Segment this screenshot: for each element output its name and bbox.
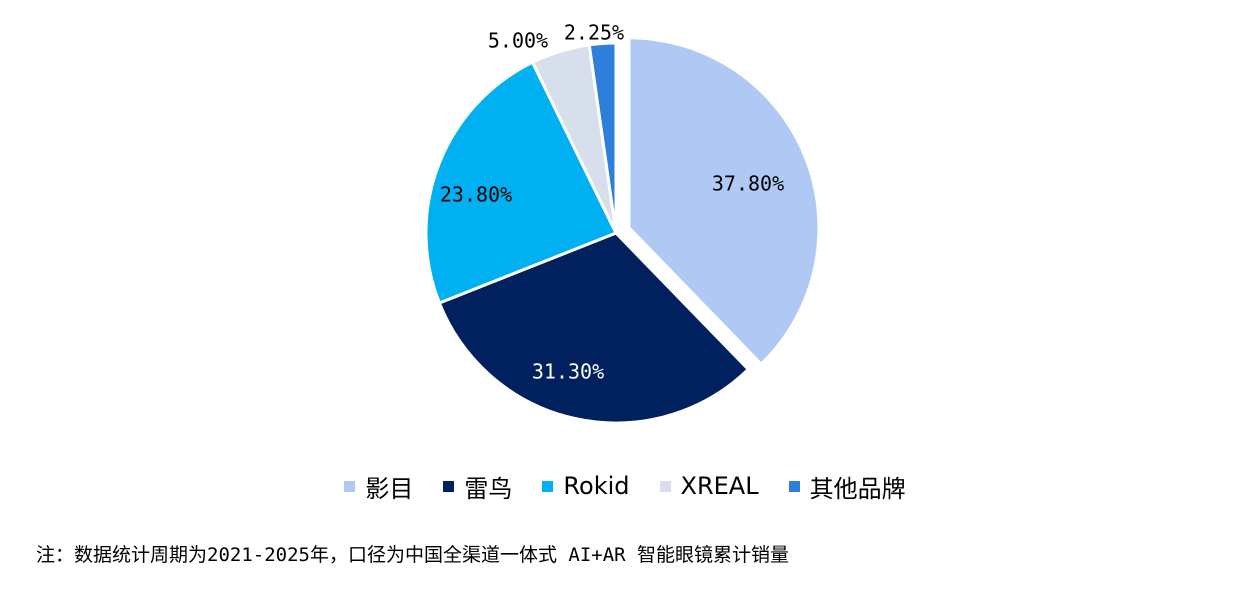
pie-slice-yingmu <box>627 36 821 366</box>
legend-item-rokid: Rokid <box>542 472 630 500</box>
chart-legend: 影目 雷鸟 Rokid XREAL 其他品牌 <box>0 466 1250 506</box>
pie-labels: 37.80% 31.30% 23.80% 5.00% 2.25% <box>440 21 784 384</box>
legend-label-yingmu: 影目 <box>365 474 414 503</box>
pie-label-others: 2.25% <box>564 21 624 45</box>
legend-swatch-yingmu <box>344 480 356 492</box>
pie-label-yingmu: 37.80% <box>712 172 784 196</box>
legend-label-xreal: XREAL <box>680 472 759 500</box>
pie-slice-others <box>587 41 618 235</box>
pie-label-rokid: 23.80% <box>440 183 512 207</box>
legend-item-xreal: XREAL <box>659 472 759 500</box>
legend-label-others: 其他品牌 <box>809 474 906 503</box>
pie-label-xreal: 5.00% <box>488 29 548 53</box>
pie-chart: 37.80% 31.30% 23.80% 5.00% 2.25% <box>424 21 821 425</box>
legend-swatch-leiniao <box>443 480 455 492</box>
legend-item-leiniao: 雷鸟 <box>443 469 512 504</box>
pie-label-leiniao: 31.30% <box>532 360 604 384</box>
legend-item-others: 其他品牌 <box>788 469 906 504</box>
pie-slice-leiniao <box>437 231 750 425</box>
legend-swatch-xreal <box>659 480 671 492</box>
pie-slice-rokid <box>424 60 618 305</box>
legend-item-yingmu: 影目 <box>344 469 413 504</box>
footnote: 注：数据统计周期为2021-2025年，口径为中国全渠道一体式 AI+AR 智能… <box>36 544 790 566</box>
legend-label-rokid: Rokid <box>563 472 630 500</box>
legend-label-leiniao: 雷鸟 <box>464 474 513 503</box>
pie-slices <box>424 36 821 425</box>
legend-swatch-others <box>788 480 800 492</box>
legend-swatch-rokid <box>542 480 554 492</box>
